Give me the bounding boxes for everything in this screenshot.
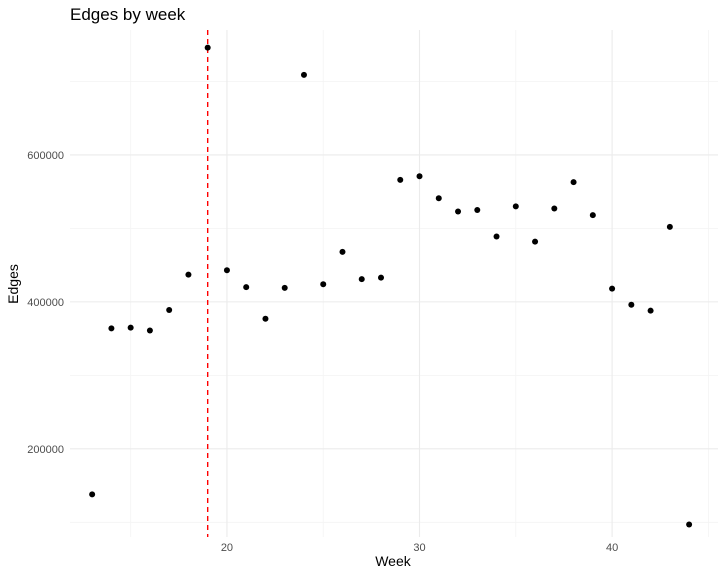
data-point (243, 284, 250, 291)
data-point (89, 491, 96, 498)
data-point (108, 325, 115, 332)
data-point (493, 233, 500, 240)
x-tick-label: 30 (413, 542, 425, 554)
data-point (551, 205, 558, 212)
data-point (609, 285, 616, 292)
chart-title: Edges by week (70, 5, 186, 24)
data-point (416, 173, 423, 180)
data-point (512, 203, 519, 210)
data-point (378, 274, 385, 281)
data-point (146, 327, 153, 334)
x-axis-title: Week (375, 553, 412, 569)
data-point (532, 238, 539, 245)
y-tick-label: 200000 (27, 444, 64, 456)
data-point (647, 307, 654, 314)
data-point (474, 207, 481, 214)
data-point (455, 208, 462, 215)
data-point (300, 71, 307, 78)
data-point (281, 284, 288, 291)
data-point (686, 521, 693, 528)
minor-gridlines (70, 30, 718, 537)
major-gridlines (70, 30, 718, 537)
data-point (435, 195, 442, 202)
y-tick-label: 400000 (27, 297, 64, 309)
data-point (589, 212, 596, 219)
data-point (358, 276, 365, 283)
data-point (262, 315, 269, 322)
data-point (166, 306, 173, 313)
data-point (570, 179, 577, 186)
data-point (666, 223, 673, 230)
data-point (127, 324, 134, 331)
data-point (397, 176, 404, 183)
y-axis-title: Edges (5, 264, 21, 304)
x-tick-label: 40 (606, 542, 618, 554)
data-point (339, 248, 346, 255)
data-points (89, 44, 693, 528)
data-point (223, 267, 230, 274)
y-axis-tick-labels: 200000 400000 600000 (27, 150, 64, 456)
x-tick-label: 20 (221, 542, 233, 554)
x-axis-tick-labels: 20 30 40 (221, 542, 618, 554)
data-point (204, 44, 211, 51)
data-point (185, 271, 192, 278)
data-point (628, 301, 635, 308)
y-tick-label: 600000 (27, 150, 64, 162)
data-point (320, 281, 327, 288)
